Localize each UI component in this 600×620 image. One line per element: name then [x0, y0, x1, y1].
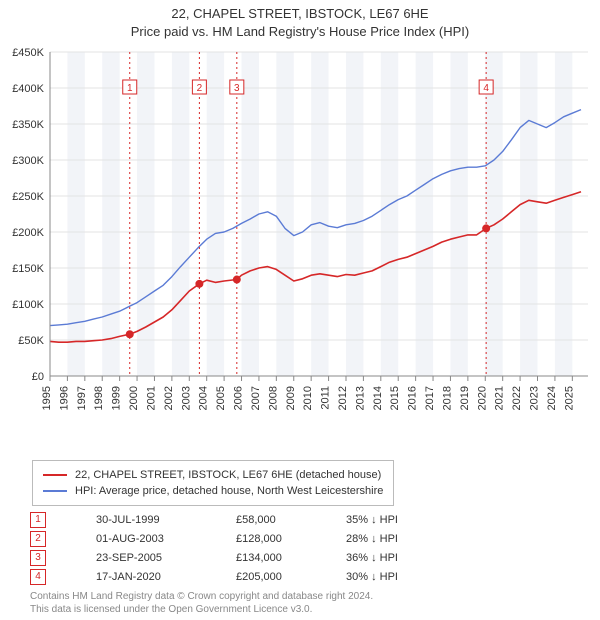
footnote: Contains HM Land Registry data © Crown c… [30, 590, 373, 616]
sale-marker-number: 2 [30, 531, 46, 547]
chart-title-line1: 22, CHAPEL STREET, IBSTOCK, LE67 6HE [0, 6, 600, 21]
svg-text:£350K: £350K [12, 119, 44, 131]
svg-text:2004: 2004 [198, 386, 210, 410]
svg-text:2025: 2025 [563, 386, 575, 410]
svg-text:2003: 2003 [180, 386, 192, 410]
sale-diff: 28% ↓ HPI [346, 533, 446, 545]
svg-text:2022: 2022 [511, 386, 523, 410]
sale-marker-number: 1 [30, 512, 46, 528]
sales-table: 1 30-JUL-1999£58,00035% ↓ HPI 2 01-AUG-2003… [30, 510, 446, 586]
svg-text:2006: 2006 [233, 386, 245, 410]
svg-text:2012: 2012 [337, 386, 349, 410]
legend-swatch [43, 490, 67, 492]
chart-legend: 22, CHAPEL STREET, IBSTOCK, LE67 6HE (de… [32, 460, 394, 506]
chart-title-line2: Price paid vs. HM Land Registry's House … [0, 24, 600, 39]
svg-text:£400K: £400K [12, 83, 44, 95]
svg-text:2024: 2024 [546, 386, 558, 410]
sale-row: 4 17-JAN-2020£205,00030% ↓ HPI [30, 567, 446, 586]
svg-text:2015: 2015 [389, 386, 401, 410]
svg-text:1999: 1999 [111, 386, 123, 410]
svg-text:2009: 2009 [285, 386, 297, 410]
sale-row: 3 23-SEP-2005£134,00036% ↓ HPI [30, 548, 446, 567]
svg-text:2019: 2019 [459, 386, 471, 410]
svg-text:2005: 2005 [215, 386, 227, 410]
svg-text:£150K: £150K [12, 263, 44, 275]
svg-text:2013: 2013 [354, 386, 366, 410]
svg-text:2011: 2011 [320, 386, 332, 410]
svg-text:2020: 2020 [476, 386, 488, 410]
svg-text:£100K: £100K [12, 299, 44, 311]
sale-price: £128,000 [236, 533, 346, 545]
sale-diff: 36% ↓ HPI [346, 552, 446, 564]
sale-diff: 35% ↓ HPI [346, 514, 446, 526]
svg-text:2002: 2002 [163, 386, 175, 410]
svg-text:£250K: £250K [12, 191, 44, 203]
sale-price: £58,000 [236, 514, 346, 526]
sale-date: 30-JUL-1999 [96, 514, 236, 526]
svg-text:£50K: £50K [18, 335, 44, 347]
legend-label: 22, CHAPEL STREET, IBSTOCK, LE67 6HE (de… [75, 467, 381, 483]
svg-text:2: 2 [197, 83, 203, 94]
legend-item: HPI: Average price, detached house, Nort… [43, 483, 383, 499]
footnote-line2: This data is licensed under the Open Gov… [30, 603, 373, 616]
price-chart: £0 £50K £100K £150K £200K £250K £300K £350K £400… [0, 46, 600, 436]
svg-text:1: 1 [127, 83, 133, 94]
svg-text:£200K: £200K [12, 227, 44, 239]
svg-text:£0: £0 [32, 371, 44, 383]
svg-text:2008: 2008 [267, 386, 279, 410]
sale-price: £205,000 [236, 571, 346, 583]
sale-diff: 30% ↓ HPI [346, 571, 446, 583]
svg-text:2023: 2023 [529, 386, 541, 410]
sale-row: 2 01-AUG-2003£128,00028% ↓ HPI [30, 529, 446, 548]
svg-text:3: 3 [234, 83, 240, 94]
svg-text:1995: 1995 [41, 386, 53, 410]
sale-date: 17-JAN-2020 [96, 571, 236, 583]
sale-date: 01-AUG-2003 [96, 533, 236, 545]
svg-text:2014: 2014 [372, 386, 384, 410]
svg-text:1996: 1996 [58, 386, 70, 410]
svg-text:2010: 2010 [302, 386, 314, 410]
legend-item: 22, CHAPEL STREET, IBSTOCK, LE67 6HE (de… [43, 467, 383, 483]
svg-text:1997: 1997 [76, 386, 88, 410]
svg-text:2016: 2016 [407, 386, 419, 410]
svg-text:2007: 2007 [250, 386, 262, 410]
svg-text:£300K: £300K [12, 155, 44, 167]
legend-label: HPI: Average price, detached house, Nort… [75, 483, 383, 499]
sale-marker-number: 3 [30, 550, 46, 566]
legend-swatch [43, 474, 67, 476]
sale-date: 23-SEP-2005 [96, 552, 236, 564]
svg-text:1998: 1998 [93, 386, 105, 410]
svg-text:2017: 2017 [424, 386, 436, 410]
svg-text:£450K: £450K [12, 47, 44, 59]
footnote-line1: Contains HM Land Registry data © Crown c… [30, 590, 373, 603]
sale-price: £134,000 [236, 552, 346, 564]
svg-text:4: 4 [483, 83, 489, 94]
sale-row: 1 30-JUL-1999£58,00035% ↓ HPI [30, 510, 446, 529]
svg-text:2001: 2001 [145, 386, 157, 410]
sale-marker-number: 4 [30, 569, 46, 585]
svg-text:2000: 2000 [128, 386, 140, 410]
svg-text:2018: 2018 [441, 386, 453, 410]
svg-text:2021: 2021 [494, 386, 506, 410]
